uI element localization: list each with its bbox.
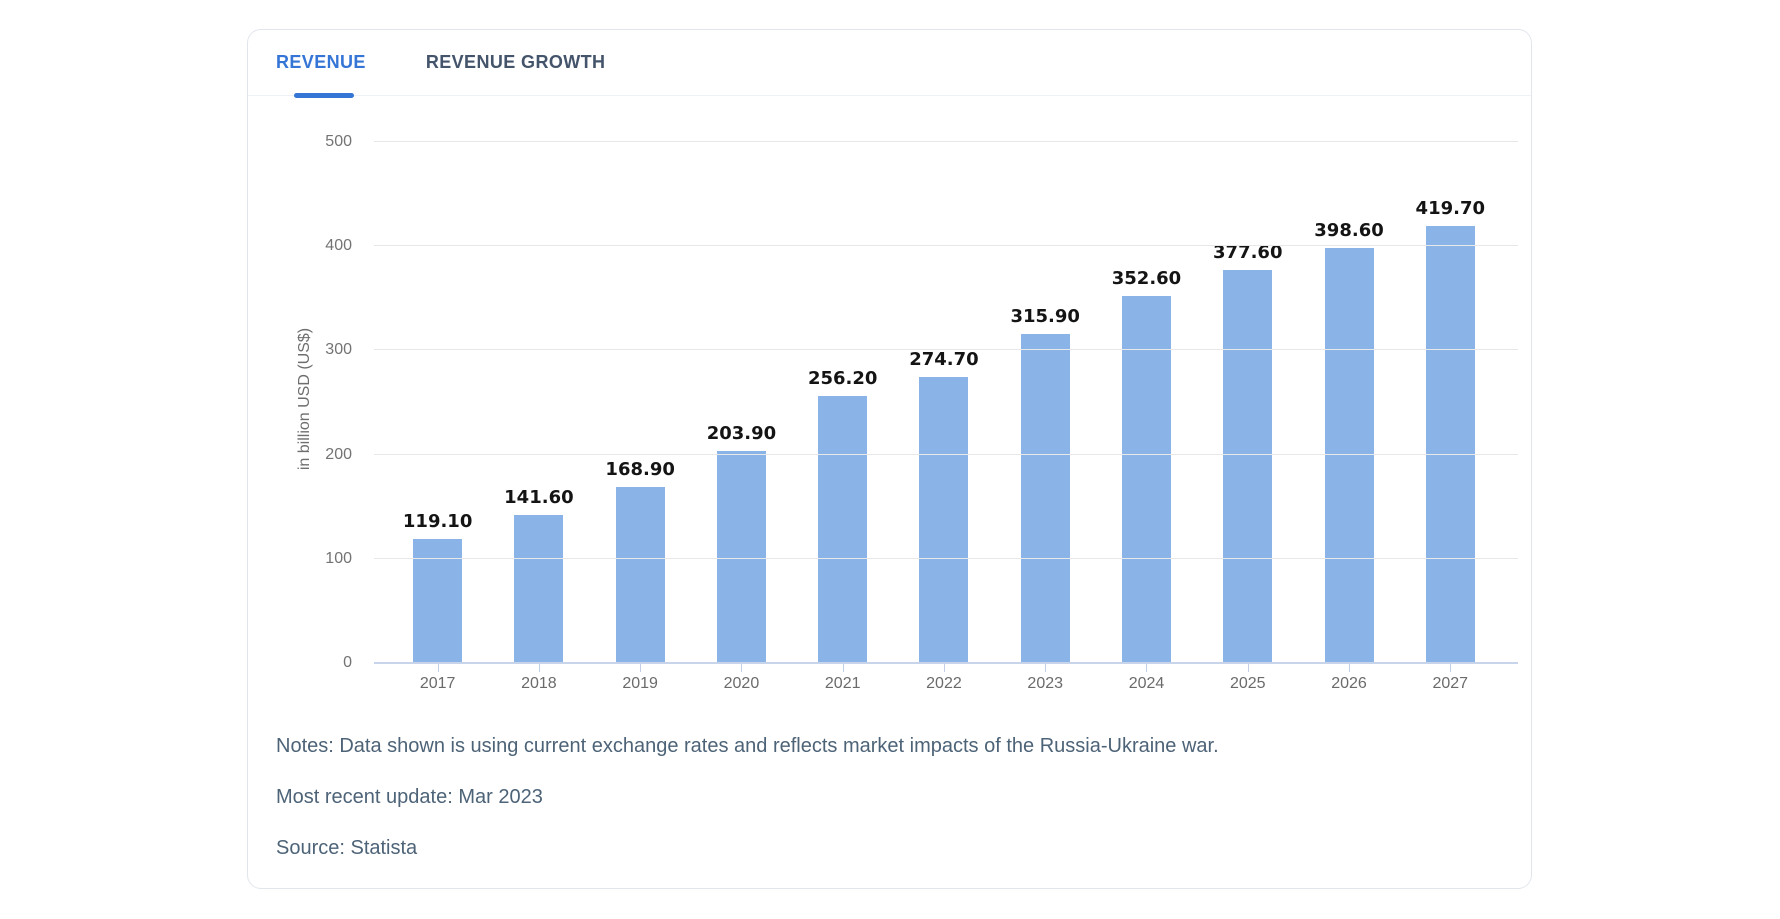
x-axis-tick <box>842 664 844 672</box>
bar-2021[interactable] <box>818 396 868 663</box>
bar-value-label: 168.90 <box>605 459 675 481</box>
x-axis-tick <box>437 664 439 672</box>
x-axis-tick-label: 2026 <box>1331 675 1367 692</box>
bar-column: 256.20 <box>792 141 893 672</box>
y-axis-tick-label: 200 <box>325 445 352 463</box>
bar-column: 119.10 <box>387 141 488 672</box>
bar-2019[interactable] <box>615 487 665 663</box>
gridline <box>374 453 1518 455</box>
bar-value-label: 398.60 <box>1314 219 1384 241</box>
tab-bar: REVENUE REVENUE GROWTH <box>248 30 1531 98</box>
bar-column: 274.70 <box>893 141 994 672</box>
notes-line: Notes: Data shown is using current excha… <box>276 735 1219 757</box>
x-axis-tick-label: 2019 <box>622 675 658 692</box>
bar-value-label: 141.60 <box>504 487 574 509</box>
bar-2018[interactable] <box>514 515 564 663</box>
active-tab-underline <box>294 93 354 98</box>
bar-value-label: 274.70 <box>909 348 979 370</box>
bar-value-label: 377.60 <box>1213 241 1283 263</box>
y-axis-tick-label: 100 <box>325 549 352 567</box>
x-axis-tick-label: 2020 <box>723 675 760 692</box>
y-axis-tick-label: 500 <box>325 133 352 150</box>
gridline <box>374 557 1518 559</box>
bar-2026[interactable] <box>1324 247 1374 663</box>
x-axis-tick-label: 2022 <box>926 675 962 692</box>
bar-value-label: 315.90 <box>1010 305 1080 327</box>
plot-area: 119.10 141.60 168.90 203.90 256.20 274.70 315.… <box>374 141 1518 672</box>
x-axis-tick <box>1146 664 1148 672</box>
tab-revenue-growth[interactable]: REVENUE GROWTH <box>425 52 606 72</box>
gridline <box>374 349 1518 351</box>
x-axis-labels: 2017 2018 2019 2020 2021 2022 2023 2024 2025 2026… <box>374 675 1518 693</box>
x-axis-tick <box>1450 664 1452 672</box>
x-axis-tick-label: 2021 <box>824 675 861 692</box>
x-axis-tick-label: 2023 <box>1027 675 1064 692</box>
bar-column: 315.90 <box>995 141 1096 672</box>
tab-revenue[interactable]: REVENUE <box>276 52 366 72</box>
x-axis-tick <box>943 664 945 672</box>
bar-series: 119.10 141.60 168.90 203.90 256.20 274.70 315.… <box>374 141 1518 672</box>
y-axis-tick-label: 300 <box>325 341 352 359</box>
bar-value-label: 419.70 <box>1415 197 1486 219</box>
x-axis-tick-label: 2024 <box>1128 675 1165 692</box>
bar-column: 377.60 <box>1197 141 1298 672</box>
bar-column: 419.70 <box>1400 141 1501 672</box>
bar-column: 168.90 <box>590 141 691 672</box>
x-axis-tick <box>1045 664 1047 672</box>
bar-2027[interactable] <box>1425 225 1475 663</box>
bar-2022[interactable] <box>919 376 969 663</box>
bar-value-label: 119.10 <box>402 510 473 532</box>
x-axis-line <box>374 662 1518 664</box>
x-axis-tick-label: 2027 <box>1432 675 1469 692</box>
x-axis-tick <box>741 664 743 672</box>
bar-column: 352.60 <box>1096 141 1197 672</box>
gridline <box>374 245 1518 247</box>
bar-value-label: 256.20 <box>807 368 878 390</box>
x-axis-tick <box>640 664 642 672</box>
x-axis-tick-label: 2025 <box>1229 675 1266 692</box>
gridline <box>374 141 1518 142</box>
bar-column: 141.60 <box>488 141 589 672</box>
y-axis-tick-label: 0 <box>343 654 352 671</box>
y-axis-labels: 0 100 200 300 400 500 <box>248 134 352 671</box>
x-axis-tick <box>1349 664 1351 672</box>
bar-2024[interactable] <box>1121 295 1171 663</box>
chart-card: REVENUE REVENUE GROWTH in billion USD (U… <box>247 29 1532 889</box>
x-axis-tick-label: 2017 <box>419 675 456 692</box>
bar-column: 203.90 <box>691 141 792 672</box>
bar-value-label: 352.60 <box>1111 267 1182 289</box>
bar-2025[interactable] <box>1223 269 1273 663</box>
bar-2020[interactable] <box>716 450 766 663</box>
update-line: Most recent update: Mar 2023 <box>276 786 543 808</box>
y-axis-tick-label: 400 <box>325 237 352 255</box>
x-axis-tick <box>538 664 540 672</box>
bar-value-label: 203.90 <box>706 422 777 444</box>
bar-column: 398.60 <box>1298 141 1399 672</box>
x-axis-tick <box>1247 664 1249 672</box>
bar-2017[interactable] <box>413 538 463 663</box>
x-axis-tick-label: 2018 <box>521 675 557 692</box>
source-line: Source: Statista <box>276 837 418 859</box>
bar-2023[interactable] <box>1020 333 1070 663</box>
chart-notes: Notes: Data shown is using current excha… <box>276 732 1503 885</box>
